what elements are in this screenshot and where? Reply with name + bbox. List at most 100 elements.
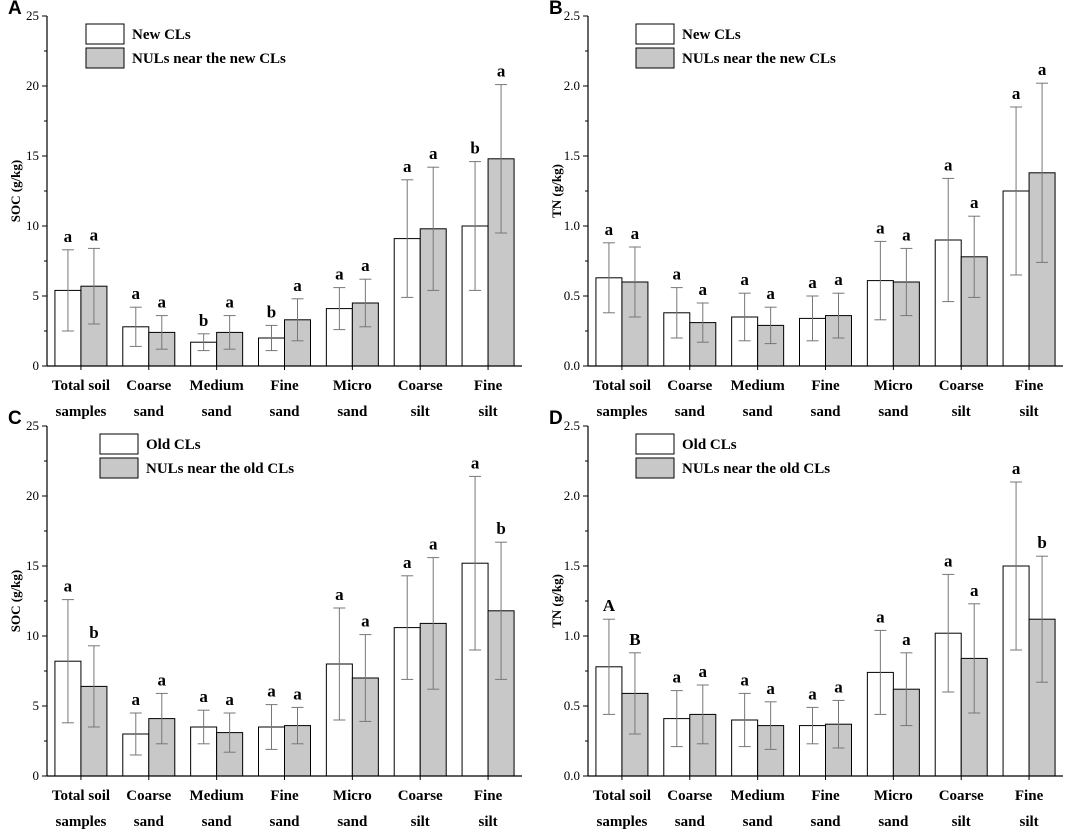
x-tick-label: sand [202,404,233,420]
significance-letter: a [497,62,506,81]
significance-letter: a [970,581,979,600]
legend-label: NULs near the new CLs [132,51,286,67]
x-tick-label: Fine [1015,378,1044,394]
x-tick-label: Coarse [939,788,984,804]
significance-letter: a [766,284,775,303]
significance-letter: a [225,293,234,312]
legend-label: Old CLs [146,437,201,453]
legend: Old CLs NULs near the old CLs [99,433,294,479]
y-tick-label: 25 [26,8,39,23]
significance-letter: a [970,193,979,212]
y-tick-label: 10 [26,218,39,233]
y-tick-label: 20 [26,488,39,503]
x-tick-label: Coarse [667,378,712,394]
significance-letter: A [603,596,616,615]
legend-swatch [635,23,675,45]
significance-letter: a [1012,459,1021,478]
significance-letter: a [740,670,749,689]
x-tick-label: Total soil [593,378,651,394]
significance-letter: a [361,612,370,631]
x-tick-label: silt [952,814,971,830]
x-tick-label: sand [269,404,300,420]
y-tick-label: 5 [33,288,40,303]
significance-letter: a [403,553,412,572]
y-tick-label: 0 [33,768,40,783]
x-tick-label: samples [597,404,648,420]
x-tick-label: silt [411,814,430,830]
x-tick-label: Micro [333,378,372,394]
significance-letter: a [699,280,708,299]
legend-swatch [635,433,675,455]
significance-letter: a [64,577,73,596]
significance-letter: a [740,270,749,289]
legend-swatch [635,457,675,479]
x-tick-label: Micro [874,378,913,394]
y-tick-label: 5 [33,698,40,713]
x-tick-label: Fine [270,378,299,394]
significance-letter: a [199,687,208,706]
x-tick-label: sand [878,814,909,830]
x-tick-label: Coarse [126,788,171,804]
x-tick-label: Fine [270,788,299,804]
significance-letter: a [403,157,412,176]
x-tick-label: Fine [811,378,840,394]
legend-swatch [99,433,139,455]
legend-swatch [85,23,125,45]
legend-swatch [85,47,125,69]
significance-letter: a [834,270,843,289]
significance-letter: b [199,311,208,330]
x-tick-label: sand [810,814,841,830]
x-tick-label: silt [1019,814,1038,830]
significance-letter: a [267,682,276,701]
x-tick-label: Total soil [52,788,110,804]
panel-label: B [549,0,563,19]
x-tick-label: samples [597,814,648,830]
significance-letter: a [876,218,885,237]
y-tick-label: 2.0 [564,78,580,93]
legend-label: NULs near the new CLs [682,51,836,67]
legend-label: Old CLs [682,437,737,453]
legend-label: New CLs [682,27,741,43]
x-tick-label: sand [269,814,300,830]
x-tick-label: Medium [731,788,786,804]
x-tick-label: silt [1019,404,1038,420]
y-tick-label: 1.5 [564,148,580,163]
significance-letter: b [267,302,276,321]
x-tick-label: Coarse [398,378,443,394]
significance-letter: b [496,519,505,538]
significance-letter: a [335,585,344,604]
x-tick-label: sand [743,404,774,420]
significance-letter: a [158,293,167,312]
significance-letter: a [808,684,817,703]
x-tick-label: sand [743,814,774,830]
significance-letter: a [902,630,911,649]
x-tick-label: silt [478,404,497,420]
x-tick-label: Total soil [52,378,110,394]
bar [892,281,920,367]
x-tick-label: Coarse [398,788,443,804]
panel-label: D [549,408,563,429]
significance-letter: a [673,265,682,284]
y-axis-label: SOC (g/kg) [8,160,23,222]
legend-label: NULs near the old CLs [682,461,830,477]
significance-letter: a [699,662,708,681]
x-tick-label: Medium [190,788,245,804]
y-tick-label: 0.5 [564,698,580,713]
y-tick-label: 0.0 [564,358,580,373]
significance-letter: b [89,623,98,642]
significance-letter: a [132,690,141,709]
significance-letter: a [673,668,682,687]
x-tick-label: Medium [731,378,786,394]
significance-letter: a [631,224,640,243]
x-tick-label: Coarse [939,378,984,394]
significance-letter: a [944,155,953,174]
x-tick-label: sand [675,814,706,830]
x-tick-label: Fine [1015,788,1044,804]
legend-swatch [635,47,675,69]
legend: New CLs NULs near the new CLs [85,23,286,69]
significance-letter: a [335,265,344,284]
